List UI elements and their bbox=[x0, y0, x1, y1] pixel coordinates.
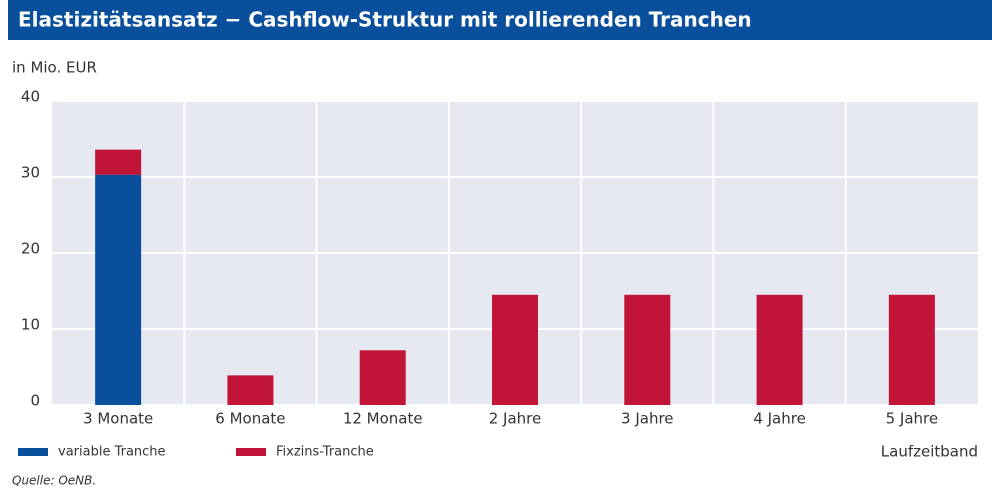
bar-segment bbox=[888, 294, 935, 405]
y-axis-label: in Mio. EUR bbox=[12, 59, 97, 77]
bar-segment bbox=[624, 294, 671, 405]
x-tick-label: 5 Jahre bbox=[886, 410, 939, 428]
legend-label: variable Tranche bbox=[58, 445, 166, 460]
legend-swatch bbox=[236, 448, 266, 456]
bar-segment bbox=[95, 174, 142, 405]
x-tick-label: 2 Jahre bbox=[489, 410, 542, 428]
legend-label: Fixzins-Tranche bbox=[276, 445, 374, 460]
legend-swatch bbox=[18, 448, 48, 456]
source: Quelle: OeNB. bbox=[12, 474, 96, 488]
y-tick-label: 30 bbox=[21, 164, 40, 182]
chart-title: Elastizitätsansatz − Cashflow-Struktur m… bbox=[18, 8, 752, 32]
x-tick-label: 3 Monate bbox=[83, 410, 153, 428]
bar-segment bbox=[359, 350, 406, 405]
x-axis-label: Laufzeitband bbox=[881, 443, 978, 461]
bar-segment bbox=[492, 294, 538, 405]
title-bar bbox=[8, 0, 992, 40]
y-tick-label: 40 bbox=[21, 88, 40, 106]
bar-segment bbox=[756, 294, 803, 405]
x-tick-label: 6 Monate bbox=[215, 410, 285, 428]
bar-segment bbox=[227, 375, 274, 405]
x-tick-label: 3 Jahre bbox=[621, 410, 674, 428]
y-tick-label: 10 bbox=[21, 316, 40, 334]
bar-segment bbox=[95, 149, 142, 175]
x-tick-label: 12 Monate bbox=[343, 410, 423, 428]
y-tick-label: 0 bbox=[30, 392, 40, 410]
y-tick-label: 20 bbox=[21, 240, 40, 258]
x-tick-label: 4 Jahre bbox=[753, 410, 806, 428]
